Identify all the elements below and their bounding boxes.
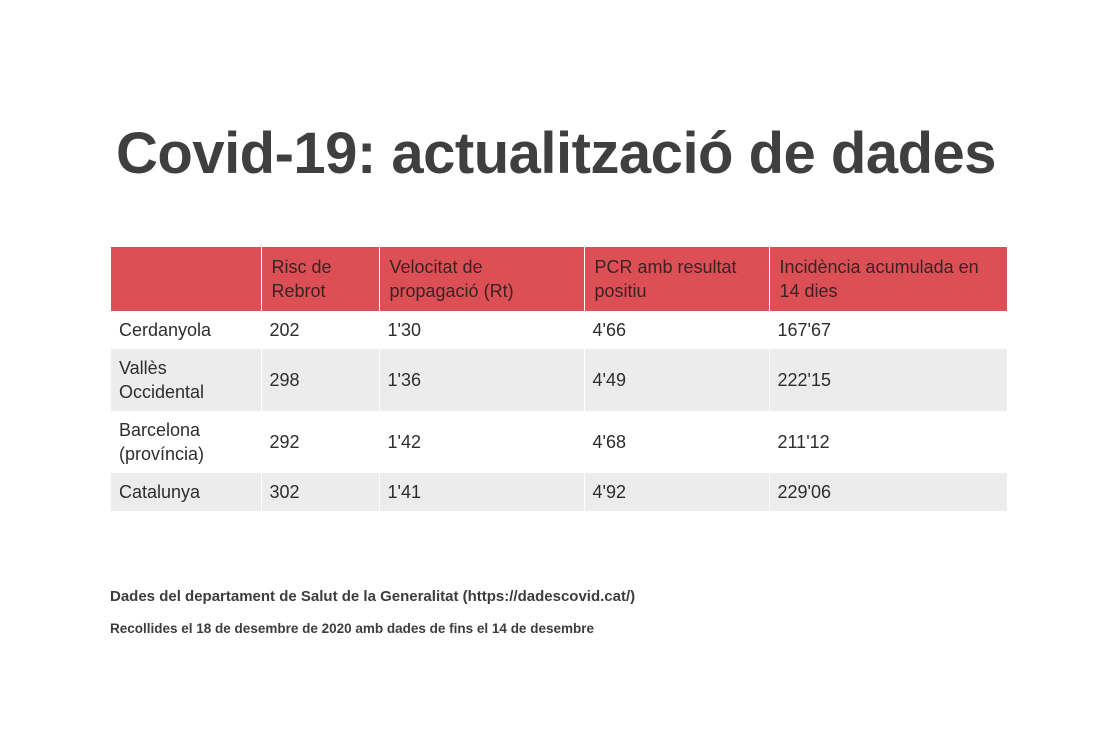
table-row: Barcelona (província) 292 1'42 4'68 211'… bbox=[111, 411, 1007, 473]
header-region bbox=[111, 247, 261, 311]
cell-pcr-positiu: 4'49 bbox=[583, 349, 769, 411]
source-note: Dades del departament de Salut de la Gen… bbox=[110, 588, 636, 605]
cell-incidencia: 167'67 bbox=[768, 311, 1007, 349]
cell-risc-rebrot: 298 bbox=[260, 349, 379, 411]
table-header: Risc de Rebrot Velocitat de propagació (… bbox=[111, 247, 1007, 311]
cell-region: Vallès Occidental bbox=[111, 349, 261, 411]
data-table-container: Risc de Rebrot Velocitat de propagació (… bbox=[111, 247, 1007, 511]
header-incidencia: Incidència acumulada en 14 dies bbox=[768, 247, 1007, 311]
header-pcr-positiu: PCR amb resultat positiu bbox=[583, 247, 769, 311]
cell-region: Catalunya bbox=[111, 473, 261, 511]
cell-velocitat-rt: 1'42 bbox=[378, 411, 584, 473]
header-velocitat-rt: Velocitat de propagació (Rt) bbox=[378, 247, 584, 311]
cell-incidencia: 211'12 bbox=[768, 411, 1007, 473]
table-header-row: Risc de Rebrot Velocitat de propagació (… bbox=[111, 247, 1007, 311]
cell-region: Barcelona (província) bbox=[111, 411, 261, 473]
cell-risc-rebrot: 292 bbox=[260, 411, 379, 473]
table-body: Cerdanyola 202 1'30 4'66 167'67 Vallès O… bbox=[111, 311, 1007, 511]
collection-date-note: Recollides el 18 de desembre de 2020 amb… bbox=[110, 621, 594, 636]
cell-region: Cerdanyola bbox=[111, 311, 261, 349]
cell-pcr-positiu: 4'66 bbox=[583, 311, 769, 349]
header-risc-rebrot: Risc de Rebrot bbox=[260, 247, 379, 311]
cell-risc-rebrot: 202 bbox=[260, 311, 379, 349]
cell-pcr-positiu: 4'68 bbox=[583, 411, 769, 473]
page-title: Covid-19: actualització de dades bbox=[116, 121, 997, 186]
cell-velocitat-rt: 1'41 bbox=[378, 473, 584, 511]
cell-velocitat-rt: 1'36 bbox=[378, 349, 584, 411]
cell-velocitat-rt: 1'30 bbox=[378, 311, 584, 349]
table-row: Cerdanyola 202 1'30 4'66 167'67 bbox=[111, 311, 1007, 349]
cell-incidencia: 222'15 bbox=[768, 349, 1007, 411]
cell-incidencia: 229'06 bbox=[768, 473, 1007, 511]
covid-data-table: Risc de Rebrot Velocitat de propagació (… bbox=[111, 247, 1007, 511]
cell-pcr-positiu: 4'92 bbox=[583, 473, 769, 511]
cell-risc-rebrot: 302 bbox=[260, 473, 379, 511]
table-row: Vallès Occidental 298 1'36 4'49 222'15 bbox=[111, 349, 1007, 411]
table-row: Catalunya 302 1'41 4'92 229'06 bbox=[111, 473, 1007, 511]
